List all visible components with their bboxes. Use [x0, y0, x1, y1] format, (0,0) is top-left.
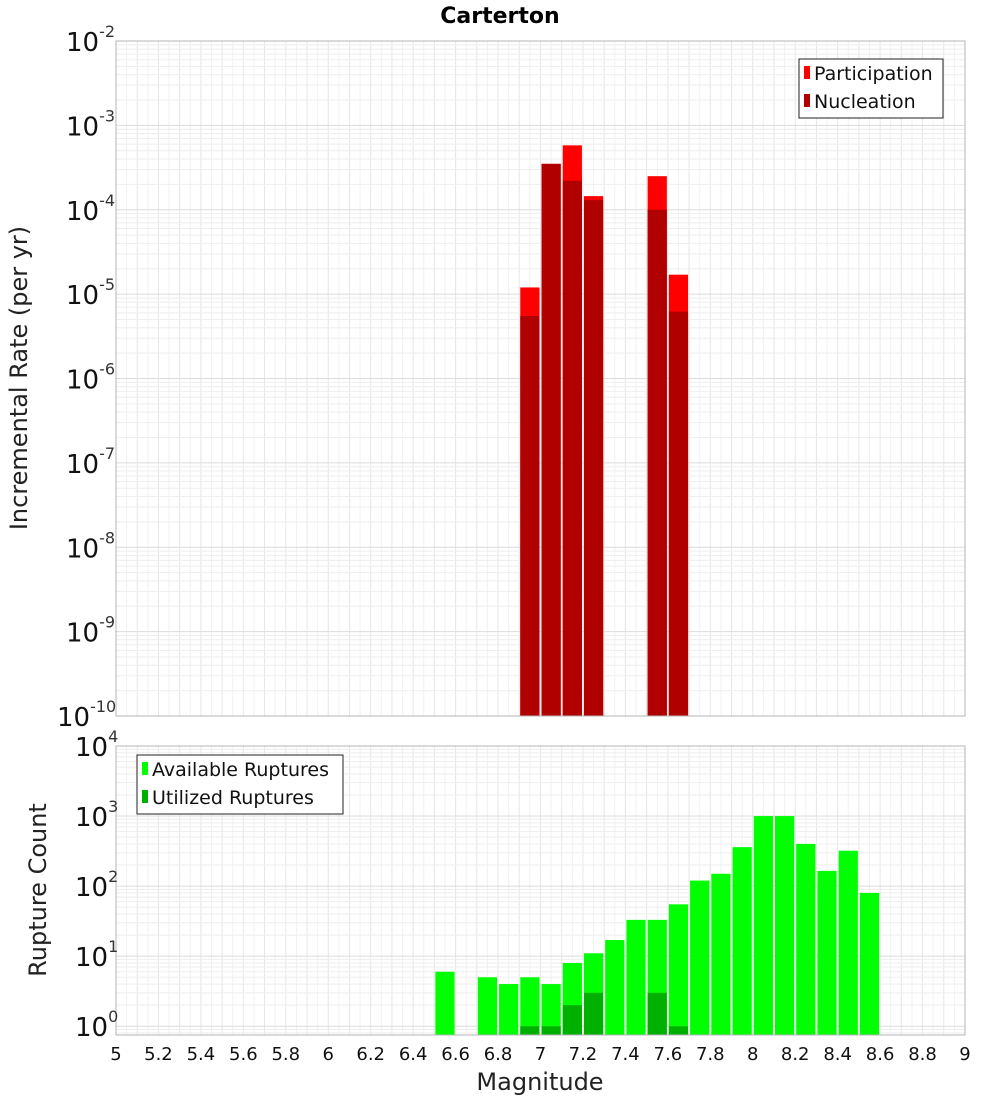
top-bar — [520, 316, 540, 716]
top-legend-swatch — [804, 66, 810, 79]
top-legend-swatch — [804, 94, 810, 107]
top-ytick-label: 10-4 — [66, 191, 115, 227]
x-tick-label: 9 — [959, 1044, 970, 1065]
x-tick-label: 5 — [110, 1044, 121, 1065]
bottom-bar — [499, 984, 519, 1035]
bottom-legend-label: Utilized Ruptures — [152, 787, 314, 809]
bottom-bar — [626, 919, 646, 1035]
x-tick-label: 5.4 — [187, 1044, 216, 1065]
top-plot-frame — [115, 40, 966, 717]
x-tick-label: 8 — [747, 1044, 758, 1065]
top-ytick-label: 10-10 — [57, 697, 116, 733]
bottom-bar — [583, 992, 604, 1035]
bottom-series-utilized-ruptures — [520, 992, 689, 1035]
bottom-ytick-label: 102 — [75, 867, 118, 903]
x-tick-label: 5.6 — [229, 1044, 258, 1065]
bottom-legend-box — [136, 754, 344, 815]
bottom-ytick-label: 103 — [75, 797, 118, 833]
top-ytick-label: 10-7 — [66, 444, 115, 480]
x-tick-label: 6.8 — [484, 1044, 513, 1065]
top-ytick-label: 10-9 — [66, 613, 115, 649]
x-tick-label: 8.2 — [781, 1044, 810, 1065]
bottom-bar — [520, 977, 540, 1035]
x-tick-label: 7 — [535, 1044, 546, 1065]
bottom-ytick-label: 104 — [75, 727, 118, 763]
top-legend-label: Nucleation — [814, 91, 916, 113]
top-bar — [668, 311, 689, 716]
top-bar — [562, 180, 582, 716]
bottom-bar — [668, 904, 689, 1035]
bottom-bar — [541, 1026, 561, 1035]
bottom-bar — [711, 873, 731, 1035]
bottom-bar — [541, 984, 561, 1035]
x-tick-label: 7.6 — [654, 1044, 683, 1065]
top-bar — [583, 200, 604, 716]
x-axis-label: Magnitude — [476, 1068, 603, 1096]
bottom-legend-label: Available Ruptures — [152, 759, 329, 781]
bottom-bar — [668, 1026, 689, 1035]
top-bar — [541, 163, 561, 717]
bottom-bar — [859, 892, 880, 1035]
x-tick-label: 8.8 — [908, 1044, 937, 1065]
bottom-legend: Available Ruptures Utilized Ruptures — [136, 754, 344, 815]
bottom-bar — [562, 1005, 582, 1035]
top-legend-label: Participation — [814, 63, 933, 85]
x-tick-label: 7.4 — [611, 1044, 640, 1065]
bottom-y-axis-label: Rupture Count — [24, 803, 52, 977]
bottom-plot-panel: 100 101 102 103 104 Available Ruptures Utilize… — [75, 727, 971, 1065]
top-ytick-label: 10-6 — [66, 360, 115, 396]
x-tick-label: 6.4 — [399, 1044, 428, 1065]
bottom-bar — [690, 880, 710, 1035]
bottom-bar — [838, 850, 858, 1035]
bottom-bar — [605, 940, 625, 1035]
bottom-bar — [732, 847, 752, 1035]
bottom-series-available-ruptures — [435, 816, 880, 1035]
bottom-bar — [796, 843, 816, 1035]
top-ytick-label: 10-2 — [66, 22, 115, 58]
x-tick-label: 6.6 — [441, 1044, 470, 1065]
x-tick-label: 8.6 — [866, 1044, 895, 1065]
top-ytick-label: 10-8 — [66, 528, 115, 564]
top-legend: Participation Nucleation — [798, 58, 944, 119]
x-tick-labels: 5 5.2 5.4 5.6 5.8 6 6.2 6.4 6.6 6.8 7 7.2 7.4 7.6 7.8 8… — [110, 1044, 970, 1065]
x-tick-label: 8.4 — [823, 1044, 852, 1065]
x-tick-label: 5.2 — [144, 1044, 173, 1065]
bottom-plot-frame — [115, 745, 966, 1036]
bottom-legend-swatch — [142, 762, 148, 775]
x-tick-label: 7.8 — [696, 1044, 725, 1065]
top-bar — [647, 209, 667, 716]
bottom-bar — [753, 816, 773, 1035]
chart-title: Carterton — [440, 4, 559, 29]
bottom-legend-swatch — [142, 790, 148, 803]
top-series-nucleation — [520, 163, 689, 717]
x-tick-label: 7.2 — [569, 1044, 598, 1065]
top-ytick-label: 10-3 — [66, 106, 115, 142]
top-grid — [115, 40, 966, 717]
top-ytick-label: 10-5 — [66, 275, 115, 311]
bottom-bar — [817, 870, 837, 1035]
x-tick-label: 6.2 — [356, 1044, 385, 1065]
bottom-bar — [435, 971, 455, 1035]
bottom-bar — [647, 992, 667, 1035]
bottom-ytick-label: 100 — [75, 1007, 118, 1043]
top-legend-box — [798, 58, 944, 119]
bottom-bar — [477, 977, 498, 1035]
x-tick-label: 6 — [323, 1044, 334, 1065]
top-plot-panel: 10-10 10-9 10-8 10-7 10-6 10-5 10-4 10-3 10-2 Par… — [57, 22, 966, 733]
x-tick-label: 5.8 — [271, 1044, 300, 1065]
top-y-axis-label: Incremental Rate (per yr) — [5, 226, 33, 530]
bottom-bar — [520, 1026, 540, 1035]
bottom-bar — [774, 816, 795, 1035]
bottom-ytick-label: 101 — [75, 937, 118, 973]
